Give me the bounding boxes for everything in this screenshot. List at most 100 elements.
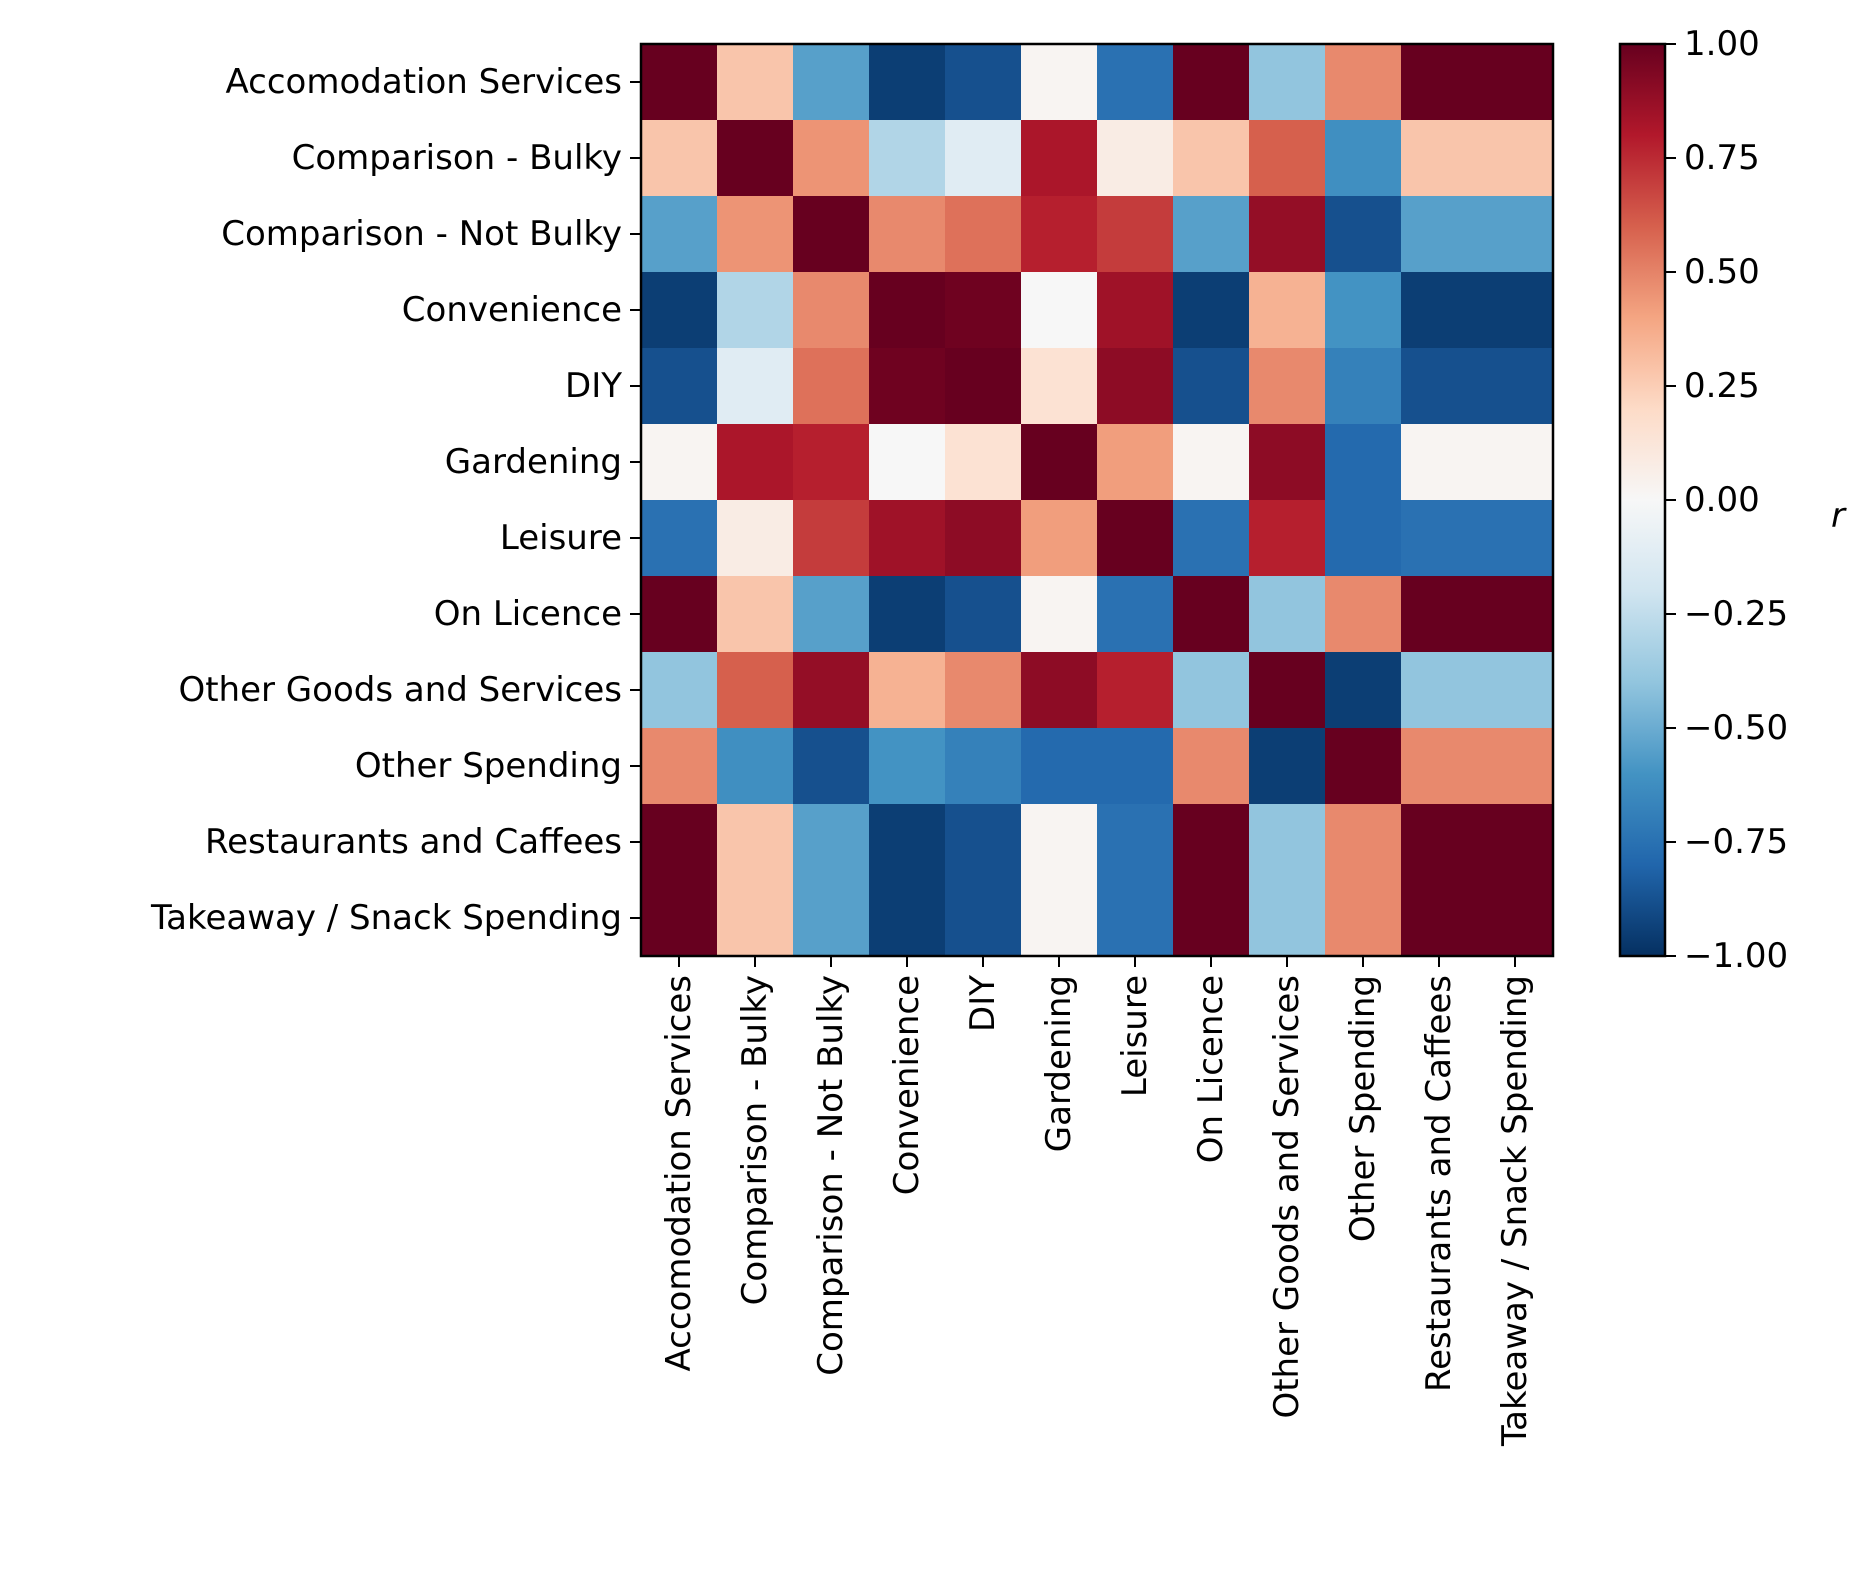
y-tick-label: Takeaway / Snack Spending [150,898,622,938]
heatmap-cell [869,728,946,805]
heatmap-cells [641,44,1554,957]
heatmap-cell [945,348,1022,425]
heatmap-cell [1021,576,1098,653]
colorbar-tick-label: −0.75 [1684,822,1788,862]
heatmap-cell [869,804,946,881]
heatmap-cell [869,652,946,729]
heatmap-cell [945,424,1022,501]
heatmap-cell [793,424,870,501]
heatmap-cell [1249,652,1326,729]
heatmap-cell [1021,120,1098,197]
heatmap-cell [1401,500,1478,577]
heatmap-cell [1021,272,1098,349]
heatmap-cell [1021,804,1098,881]
heatmap-cell [1401,120,1478,197]
colorbar-tick-label: 0.00 [1684,480,1760,520]
x-axis-ticks: Accomodation Services Comparison - Bulky C… [659,956,1535,1447]
heatmap-cell [1173,196,1250,273]
x-tick-label: DIY [963,975,1003,1032]
x-tick-label: Accomodation Services [659,975,699,1372]
x-tick-label: Comparison - Bulky [735,975,775,1305]
heatmap-cell [793,804,870,881]
heatmap-cell [945,880,1022,957]
heatmap-cell [1249,348,1326,425]
heatmap-cell [1477,272,1554,349]
heatmap-cell [1173,728,1250,805]
heatmap-cell [717,196,794,273]
colorbar-tick-label: 0.75 [1684,138,1760,178]
heatmap-cell [1097,500,1174,577]
heatmap-cell [793,652,870,729]
heatmap-cell [1401,272,1478,349]
heatmap-cell [945,576,1022,653]
heatmap-cell [1249,44,1326,121]
heatmap-cell [1477,500,1554,577]
heatmap-cell [793,120,870,197]
heatmap-cell [717,424,794,501]
heatmap-cell [793,880,870,957]
x-tick-label: Comparison - Not Bulky [811,975,851,1376]
y-tick-label: Other Spending [355,746,622,786]
heatmap-cell [641,196,718,273]
heatmap-cell [1173,576,1250,653]
heatmap-cell [717,120,794,197]
colorbar-tick-label: 0.50 [1684,252,1760,292]
heatmap-cell [1097,804,1174,881]
y-tick-label: Comparison - Bulky [292,138,622,178]
x-tick-label: Takeaway / Snack Spending [1495,975,1535,1447]
y-tick-label: Leisure [500,518,622,558]
colorbar-tick-label: −0.25 [1684,594,1788,634]
heatmap-cell [1173,272,1250,349]
heatmap-cell [1325,272,1402,349]
heatmap-cell [1325,348,1402,425]
heatmap-cell [1401,804,1478,881]
y-tick-label: On Licence [434,594,622,634]
heatmap-cell [1021,880,1098,957]
heatmap-cell [793,44,870,121]
heatmap-cell [641,500,718,577]
heatmap-cell [1477,120,1554,197]
heatmap-cell [1097,652,1174,729]
heatmap-cell [1401,348,1478,425]
heatmap-cell [793,576,870,653]
heatmap-cell [1401,652,1478,729]
heatmap-cell [1325,500,1402,577]
heatmap-cell [1325,196,1402,273]
x-tick-label: On Licence [1191,975,1231,1163]
heatmap-cell [1477,652,1554,729]
heatmap-cell [793,728,870,805]
heatmap-cell [717,272,794,349]
heatmap-cell [869,348,946,425]
heatmap-cell [1249,272,1326,349]
heatmap-cell [641,576,718,653]
colorbar-tick-label: 0.25 [1684,366,1760,406]
x-tick-label: Convenience [887,975,927,1195]
heatmap-cell [945,728,1022,805]
heatmap-cell [869,500,946,577]
heatmap-cell [1401,728,1478,805]
heatmap-cell [793,272,870,349]
heatmap-cell [869,44,946,121]
heatmap-cell [945,120,1022,197]
heatmap-cell [717,348,794,425]
colorbar [1620,44,1665,956]
heatmap-cell [717,500,794,577]
heatmap-cell [717,728,794,805]
heatmap-cell [1325,652,1402,729]
heatmap-cell [1325,880,1402,957]
heatmap-cell [641,120,718,197]
heatmap-cell [1325,576,1402,653]
heatmap-cell [1401,196,1478,273]
heatmap-cell [1097,196,1174,273]
heatmap-cell [641,880,718,957]
heatmap-cell [1173,348,1250,425]
heatmap-cell [717,44,794,121]
heatmap-cell [1249,500,1326,577]
heatmap-cell [1249,728,1326,805]
heatmap-cell [1249,804,1326,881]
heatmap-cell [1021,500,1098,577]
y-tick-label: Accomodation Services [226,62,623,102]
heatmap-cell [1097,44,1174,121]
heatmap-cell [945,272,1022,349]
heatmap-cell [793,500,870,577]
